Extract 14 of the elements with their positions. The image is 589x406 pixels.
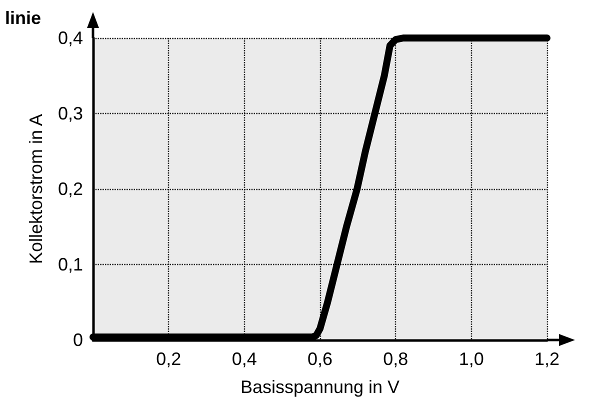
x-tick-label: 1,2 xyxy=(534,349,560,369)
x-tick-label: 0,4 xyxy=(232,349,257,369)
x-tick-label: 0,2 xyxy=(156,349,182,369)
chart-title: linie xyxy=(5,8,42,28)
y-axis-title: Kollektorstrom in A xyxy=(26,114,46,264)
y-tick-label: 0 xyxy=(72,330,83,350)
y-tick-label: 0,3 xyxy=(58,104,83,124)
x-axis-title: Basisspannung in V xyxy=(240,377,400,397)
x-tick-label: 0,8 xyxy=(383,349,408,369)
x-tick-label: 1,0 xyxy=(458,349,484,369)
x-tick-label: 0,6 xyxy=(307,349,333,369)
y-tick-label: 0,2 xyxy=(58,179,83,199)
y-tick-label: 0,4 xyxy=(58,28,83,48)
y-tick-label: 0,1 xyxy=(58,254,83,274)
